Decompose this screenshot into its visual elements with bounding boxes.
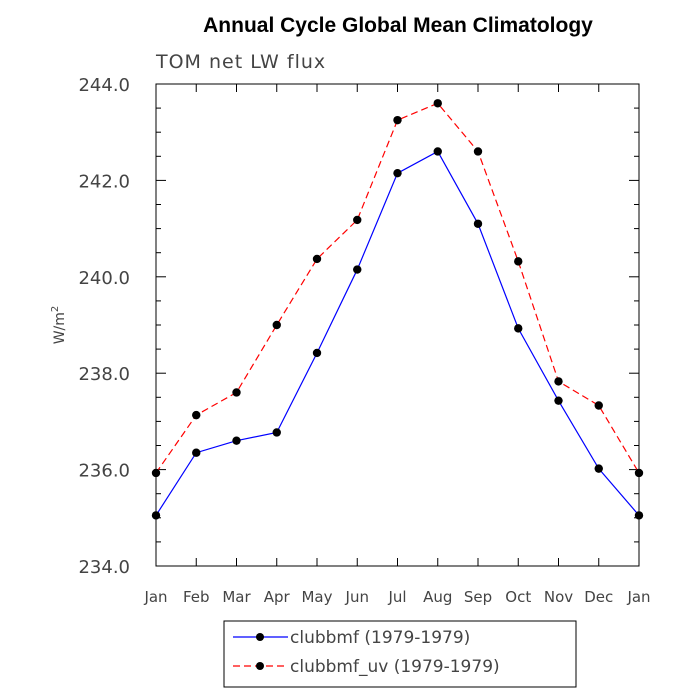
chart-title: Annual Cycle Global Mean Climatology	[203, 14, 593, 37]
x-tick-label: Jan	[626, 588, 650, 606]
data-point-series-1	[232, 436, 241, 445]
y-ticks: 234.0 236.0 238.0 240.0 242.0 244.0	[78, 75, 639, 578]
data-point-series-1	[634, 511, 644, 520]
x-tick-label: Mar	[222, 588, 251, 606]
data-point-series-2	[192, 410, 201, 420]
x-tick-label: Nov	[544, 588, 573, 606]
chart-subtitle: TOM net LW flux	[155, 51, 326, 73]
x-tick-label: Jan	[143, 588, 167, 606]
x-tick-label: Dec	[584, 588, 613, 606]
x-tick-label: Apr	[264, 588, 291, 606]
legend-marker-series-1	[256, 633, 264, 641]
data-point-series-2	[393, 115, 402, 125]
data-point-series-1	[473, 219, 483, 228]
data-point-series-2	[634, 468, 644, 478]
data-point-series-1	[151, 511, 161, 520]
legend-marker-series-2	[256, 662, 264, 670]
data-point-series-2	[312, 254, 322, 264]
data-point-series-1	[594, 464, 603, 473]
series-layer	[151, 99, 644, 520]
svg-text:W/m2: W/m2	[50, 306, 68, 345]
data-point-series-1	[353, 265, 362, 274]
y-axis-label-text: W/m	[52, 312, 68, 344]
data-point-series-2	[473, 147, 483, 156]
data-point-series-1	[393, 168, 402, 178]
data-point-series-2	[433, 99, 442, 108]
data-point-series-1	[192, 448, 201, 457]
y-tick-label: 240.0	[78, 268, 130, 289]
x-tick-label: May	[301, 588, 332, 606]
y-tick-label: 236.0	[78, 461, 130, 482]
data-point-series-2	[272, 320, 281, 330]
legend-label-series-1: clubbmf (1979-1979)	[290, 628, 470, 648]
x-tick-label: Jul	[387, 588, 406, 606]
data-point-series-1	[554, 396, 563, 405]
data-point-series-2	[554, 377, 563, 386]
series-line-1	[155, 150, 640, 516]
y-tick-label: 238.0	[78, 364, 130, 385]
legend: clubbmf (1979-1979) clubbmf_uv (1979-197…	[223, 620, 577, 688]
x-tick-label: Aug	[423, 588, 452, 606]
x-ticks: Jan Feb Mar Apr May Jun Jul Aug Sep Oct Nov Dec Jan	[143, 84, 651, 606]
x-tick-label: Sep	[464, 588, 492, 606]
x-tick-label: Feb	[183, 588, 210, 606]
y-tick-label: 244.0	[78, 75, 130, 96]
data-point-series-1	[433, 147, 442, 156]
data-point-series-1	[514, 324, 523, 333]
plot-area	[155, 83, 640, 567]
y-tick-label: 234.0	[78, 557, 130, 578]
x-tick-label: Oct	[505, 588, 531, 606]
y-axis-label: W/m2	[50, 306, 68, 345]
data-point-series-2	[232, 388, 241, 397]
data-point-series-1	[272, 428, 281, 437]
y-tick-label: 242.0	[78, 171, 130, 192]
x-tick-label: Jun	[345, 588, 369, 606]
y-axis-label-superscript: 2	[50, 306, 61, 312]
legend-box	[223, 620, 577, 688]
series-line-2	[155, 102, 640, 474]
legend-label-series-2: clubbmf_uv (1979-1979)	[290, 657, 500, 677]
data-point-series-2	[151, 468, 161, 478]
data-point-series-1	[312, 348, 322, 358]
data-point-series-2	[353, 215, 362, 225]
data-point-series-2	[514, 257, 523, 266]
data-point-series-2	[594, 401, 603, 410]
